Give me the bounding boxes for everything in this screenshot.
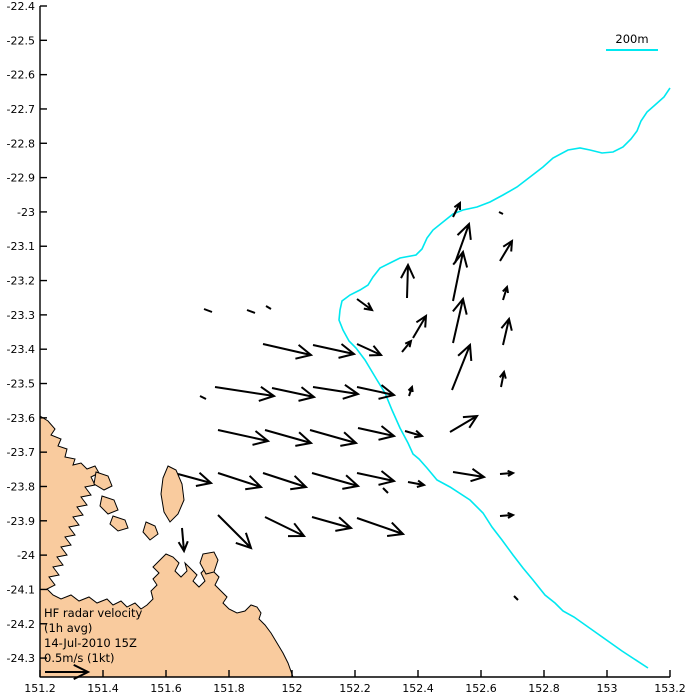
velocity-vector [217, 429, 271, 446]
velocity-vector [311, 516, 354, 532]
islet [513, 595, 519, 601]
velocity-vector [452, 201, 461, 218]
x-tick-label: 151.8 [213, 682, 245, 695]
velocity-vector [264, 429, 314, 447]
velocity-vector [214, 385, 277, 402]
velocity-vector [217, 472, 264, 491]
y-tick-label: -22.7 [7, 103, 35, 116]
velocity-vector [356, 384, 397, 400]
velocity-vector [407, 479, 427, 488]
x-tick-label: 152.4 [402, 682, 434, 695]
legend-scale-label: 0.5m/s (1kt) [44, 651, 115, 665]
island [199, 551, 219, 575]
x-tick-label: 152.6 [465, 682, 497, 695]
y-tick-label: -24.3 [7, 652, 35, 665]
velocity-vector [449, 414, 479, 433]
velocity-vector [502, 284, 509, 301]
legend-title: HF radar velocity [44, 606, 143, 620]
velocity-vector [309, 429, 359, 447]
x-tick-label: 151.4 [87, 682, 119, 695]
legend-datetime: 14-Jul-2010 15Z [44, 636, 137, 650]
island [160, 465, 185, 523]
x-tick-label: 152.8 [528, 682, 560, 695]
velocity-vector [407, 384, 414, 397]
islet [199, 395, 207, 400]
velocity-vector [401, 339, 413, 353]
velocity-vector [217, 514, 253, 550]
depth-contour-line-sample [606, 49, 658, 51]
velocity-vector [177, 527, 189, 554]
islet [498, 211, 504, 215]
x-tick-label: 151.2 [24, 682, 56, 695]
legend-averaging: (1h avg) [44, 621, 93, 635]
velocity-vector [312, 343, 357, 359]
velocity-vector [452, 249, 469, 302]
depth-contour-legend: 200m [604, 32, 660, 51]
velocity-vector [452, 296, 468, 344]
y-tick-label: -22.6 [7, 69, 35, 82]
velocity-vector [499, 239, 514, 262]
y-tick-label: -22.5 [7, 34, 35, 47]
y-tick-label: -22.4 [7, 0, 35, 13]
velocity-vector [312, 383, 361, 400]
y-tick-label: -23.8 [7, 480, 35, 493]
x-tick-label: 152 [282, 682, 303, 695]
x-tick-label: 152.2 [339, 682, 371, 695]
velocity-vector [311, 472, 361, 490]
islet [265, 305, 272, 310]
x-tick-label: 153.2 [654, 682, 686, 695]
y-tick-label: -23.1 [7, 240, 35, 253]
y-tick-label: -24 [17, 549, 35, 562]
map-legend: HF radar velocity (1h avg) 14-Jul-2010 1… [44, 606, 142, 666]
velocity-vector [356, 517, 406, 537]
velocity-vector [400, 262, 416, 299]
velocity-vector [499, 469, 516, 477]
islet [246, 309, 256, 314]
velocity-vector [262, 343, 314, 360]
velocity-vector [500, 316, 513, 346]
y-tick-label: -22.8 [7, 137, 35, 150]
velocity-vector [452, 467, 487, 483]
velocity-vector [177, 472, 214, 487]
y-tick-label: -23.5 [7, 378, 35, 391]
velocity-vector [356, 343, 384, 357]
island [142, 521, 159, 541]
velocity-vector [499, 511, 516, 519]
y-tick-label: -24.2 [7, 618, 35, 631]
velocity-vector [357, 425, 397, 441]
velocity-vector [499, 369, 507, 388]
y-tick-label: -24.1 [7, 583, 35, 596]
island [109, 515, 129, 532]
velocity-vector [451, 342, 473, 391]
velocity-vector [404, 429, 425, 439]
y-tick-label: -23.2 [7, 275, 35, 288]
island [93, 471, 113, 491]
coastline-mainland [39, 415, 294, 678]
y-tick-label: -22.9 [7, 172, 35, 185]
depth-contour-200m [338, 87, 671, 669]
x-tick-label: 153 [597, 682, 618, 695]
islet [203, 308, 213, 313]
y-tick-label: -23.7 [7, 446, 35, 459]
x-tick-label: 151.6 [150, 682, 182, 695]
y-tick-label: -23.3 [7, 309, 35, 322]
velocity-vector [356, 298, 374, 312]
velocity-vector [356, 470, 397, 486]
velocity-vector [264, 516, 307, 538]
island [99, 495, 119, 515]
y-tick-label: -23.4 [7, 343, 35, 356]
velocity-vector [271, 386, 317, 402]
depth-contour-label: 200m [615, 32, 649, 46]
velocity-vector [262, 472, 309, 491]
y-tick-label: -23 [17, 206, 35, 219]
islet [382, 487, 389, 494]
velocity-vector [412, 314, 428, 339]
velocity-vector [454, 221, 472, 264]
y-tick-label: -23.6 [7, 412, 35, 425]
y-tick-label: -23.9 [7, 515, 35, 528]
